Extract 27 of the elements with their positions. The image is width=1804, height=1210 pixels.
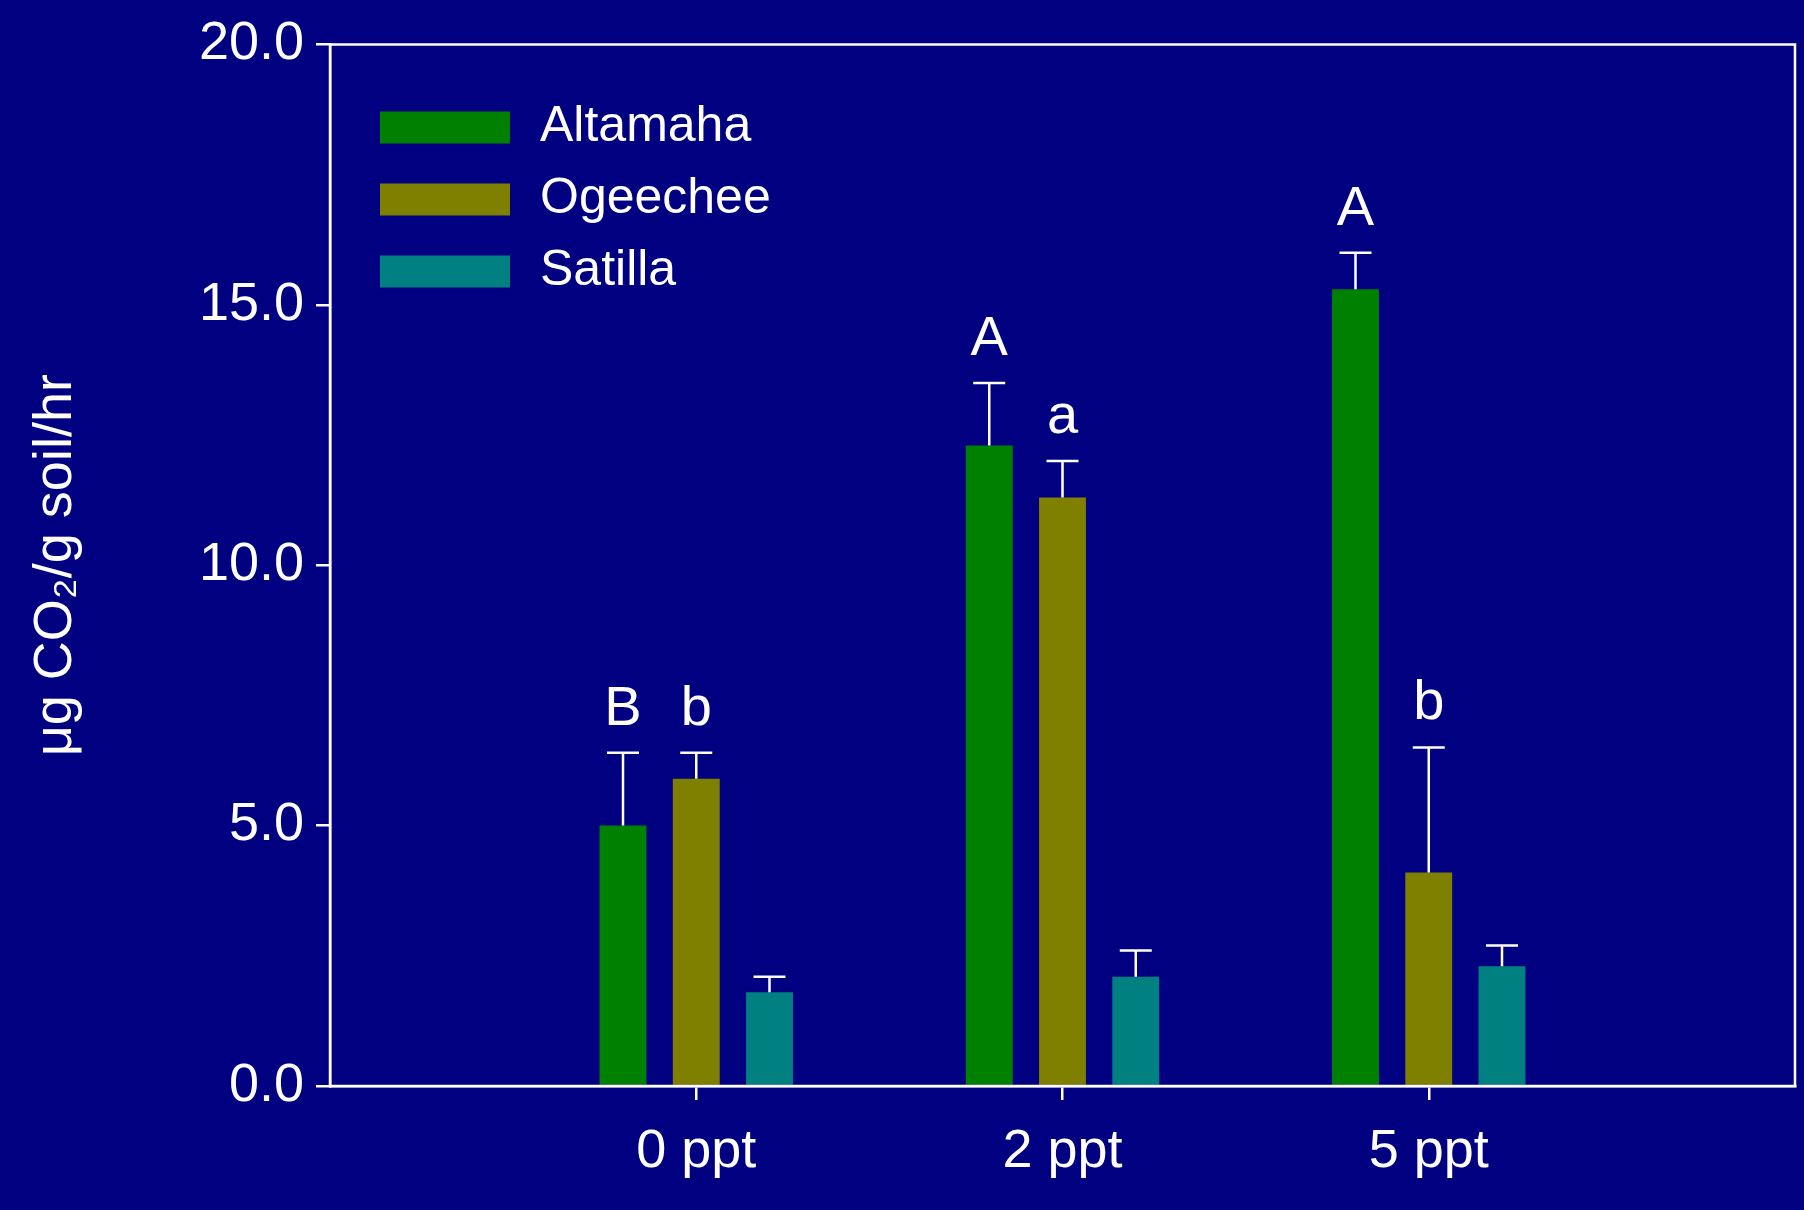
bar xyxy=(1332,289,1379,1085)
legend-label: Ogeechee xyxy=(540,168,771,225)
annotation: A xyxy=(970,303,1009,367)
bar xyxy=(1478,966,1526,1085)
legend-label: Satilla xyxy=(540,240,677,297)
y-tick-label: 10.0 xyxy=(198,531,304,592)
bar xyxy=(1039,497,1086,1085)
bar xyxy=(599,825,647,1085)
x-tick-label: 0 ppt xyxy=(636,1118,757,1179)
bar xyxy=(746,992,793,1085)
bar xyxy=(672,778,720,1085)
annotation: a xyxy=(1046,382,1079,446)
annotation: B xyxy=(604,673,642,737)
y-axis-title: μg CO₂/g soil/hr xyxy=(22,374,83,757)
legend-label: Altamaha xyxy=(540,96,752,153)
y-tick-label: 20.0 xyxy=(198,10,304,71)
x-tick-label: 5 ppt xyxy=(1368,1118,1489,1179)
y-tick-label: 5.0 xyxy=(228,791,304,852)
x-tick-label: 2 ppt xyxy=(1002,1118,1123,1179)
bar xyxy=(1112,976,1160,1085)
annotation: A xyxy=(1336,173,1375,237)
y-tick-label: 15.0 xyxy=(198,270,304,331)
bar xyxy=(1405,872,1453,1085)
y-tick-label: 0.0 xyxy=(228,1051,304,1112)
annotation: b xyxy=(1413,668,1445,732)
annotation: b xyxy=(680,673,712,737)
bar xyxy=(965,445,1013,1085)
